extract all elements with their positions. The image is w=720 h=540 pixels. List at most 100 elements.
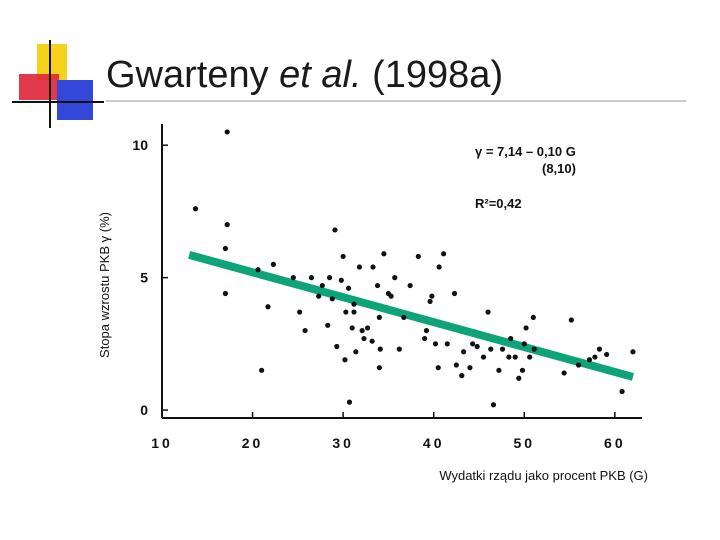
x-tick-label: 50 <box>513 435 535 451</box>
data-point <box>490 402 497 408</box>
logo-red-square <box>19 74 59 100</box>
x-tick-label: 20 <box>242 435 264 451</box>
data-point <box>359 327 365 334</box>
data-point <box>586 357 593 363</box>
data-point <box>427 298 433 305</box>
data-point <box>396 346 402 352</box>
data-point <box>453 362 459 368</box>
data-point <box>521 341 527 347</box>
regression-line <box>188 250 635 381</box>
data-point <box>224 129 230 135</box>
title-etal: et al. <box>279 54 362 96</box>
data-point <box>338 277 344 283</box>
data-point <box>604 351 610 358</box>
x-tick-label: 60 <box>604 435 626 451</box>
data-point <box>270 261 276 267</box>
data-point <box>474 343 480 350</box>
logo-blue-square <box>57 80 93 120</box>
data-point <box>392 275 398 281</box>
chart-labels: Stopa wzrostu PKB γ (%) Wydatki rządu ja… <box>97 144 648 483</box>
data-point <box>265 304 271 310</box>
data-point <box>401 314 407 320</box>
data-point <box>619 388 625 395</box>
data-point <box>576 362 582 368</box>
data-point <box>369 338 375 344</box>
data-point <box>222 245 228 252</box>
data-point <box>508 335 514 342</box>
data-point <box>255 267 261 273</box>
data-point <box>444 341 450 347</box>
data-point <box>356 264 363 270</box>
data-point <box>630 349 636 355</box>
y-tick-label: 5 <box>140 270 148 286</box>
data-point <box>488 346 494 352</box>
data-point <box>407 282 413 289</box>
data-point <box>415 253 421 260</box>
y-axis-label: Stopa wzrostu PKB γ (%) <box>97 212 112 358</box>
x-tick-label: 40 <box>423 435 445 451</box>
data-point <box>506 354 512 360</box>
data-point <box>519 367 526 373</box>
data-point <box>259 367 265 373</box>
data-point <box>381 251 387 257</box>
data-point <box>460 349 467 355</box>
data-point <box>596 346 603 352</box>
data-point <box>496 367 502 373</box>
data-point <box>342 357 348 363</box>
data-point <box>459 373 465 379</box>
data-point <box>349 325 355 331</box>
data-point <box>351 309 357 315</box>
scatter-points <box>192 129 636 408</box>
data-point <box>388 293 394 299</box>
data-point <box>308 275 315 281</box>
data-point <box>516 375 522 381</box>
data-point <box>351 301 357 307</box>
x-tick-label: 30 <box>332 435 354 451</box>
equation-label: γ = 7,14 – 0,10 G <box>475 144 576 159</box>
slide-title: Gwarteny et al. (1998a) <box>106 54 503 97</box>
data-point <box>326 275 333 281</box>
data-point <box>435 365 441 371</box>
data-point <box>592 354 598 360</box>
data-point <box>343 309 349 315</box>
data-point <box>329 296 335 302</box>
title-year: (1998a) <box>361 54 504 96</box>
data-point <box>423 327 430 334</box>
data-point <box>345 285 352 291</box>
data-point <box>527 354 533 360</box>
data-point <box>361 335 367 342</box>
x-tick-label: 10 <box>151 435 173 451</box>
r-squared-label: R²=0,42 <box>475 196 522 211</box>
data-point <box>451 290 458 297</box>
data-point <box>374 282 381 289</box>
data-point <box>512 354 518 360</box>
data-point <box>222 290 228 297</box>
data-point <box>376 314 382 320</box>
data-point <box>523 325 529 331</box>
data-point <box>353 349 359 355</box>
data-point <box>376 365 382 371</box>
data-point <box>480 354 487 360</box>
data-point <box>485 309 491 315</box>
data-point <box>325 322 331 328</box>
data-point <box>316 293 322 299</box>
y-tick-label: 10 <box>132 137 148 153</box>
data-point <box>499 346 506 352</box>
data-point <box>302 327 308 334</box>
data-point <box>346 399 353 405</box>
data-point <box>467 365 473 371</box>
data-point <box>192 206 199 212</box>
data-point <box>441 251 447 257</box>
data-point <box>364 325 371 331</box>
data-point <box>334 343 340 350</box>
data-point <box>470 341 476 347</box>
data-point <box>561 370 567 376</box>
data-point <box>530 314 536 320</box>
data-point <box>340 253 346 260</box>
data-point <box>568 317 574 323</box>
data-point <box>224 222 230 228</box>
data-point <box>370 264 376 270</box>
y-tick-label: 0 <box>140 402 148 418</box>
